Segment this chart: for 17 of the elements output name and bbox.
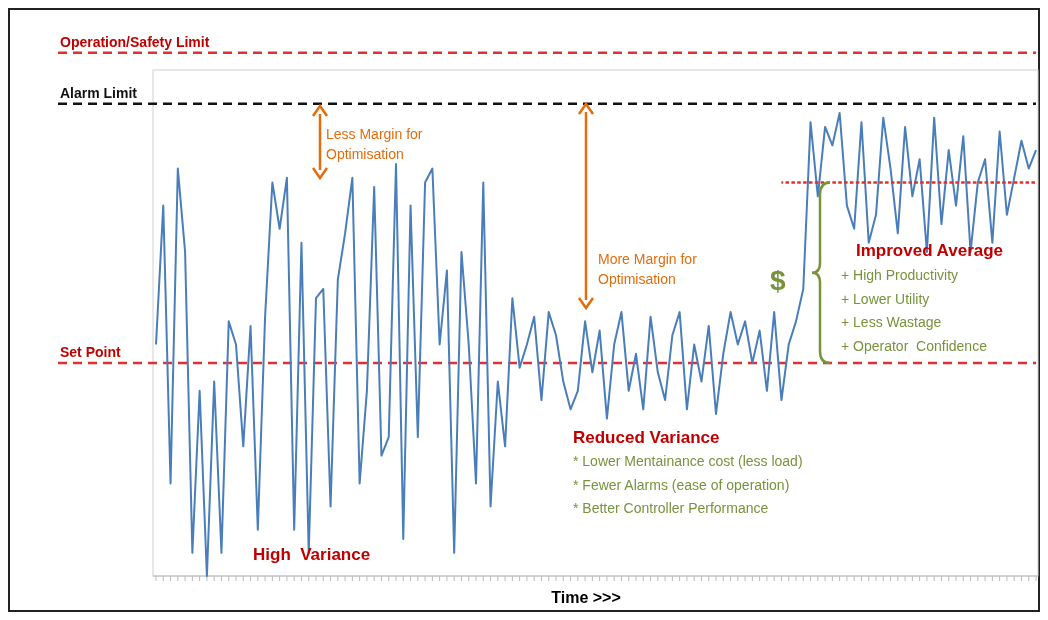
ref-line-label: Set Point [60,344,122,361]
annotation: $ [770,265,786,296]
annotation: * Better Controller Performance [573,500,769,516]
annotation: Improved Average [856,241,1004,260]
annotation: + High Productivity [841,267,959,283]
annotation: High Variance [253,545,371,564]
annotation: * Lower Mentainance cost (less load) [573,453,803,469]
annotation: * Fewer Alarms (ease of operation) [573,477,790,493]
annotation: Reduced Variance [573,428,720,447]
x-axis-title: Time >>> [551,589,621,606]
annotation: Less Margin for Optimisation [326,126,423,163]
annotation: More Margin for Optimisation [598,251,698,288]
annotation: + Operator Confidence [841,338,988,354]
annotation: + Lower Utility [841,291,930,307]
ref-line-label: Operation/Safety Limit [60,33,210,50]
ref-line-label: Alarm Limit [60,84,138,101]
annotation: + Less Wastage [841,314,942,330]
